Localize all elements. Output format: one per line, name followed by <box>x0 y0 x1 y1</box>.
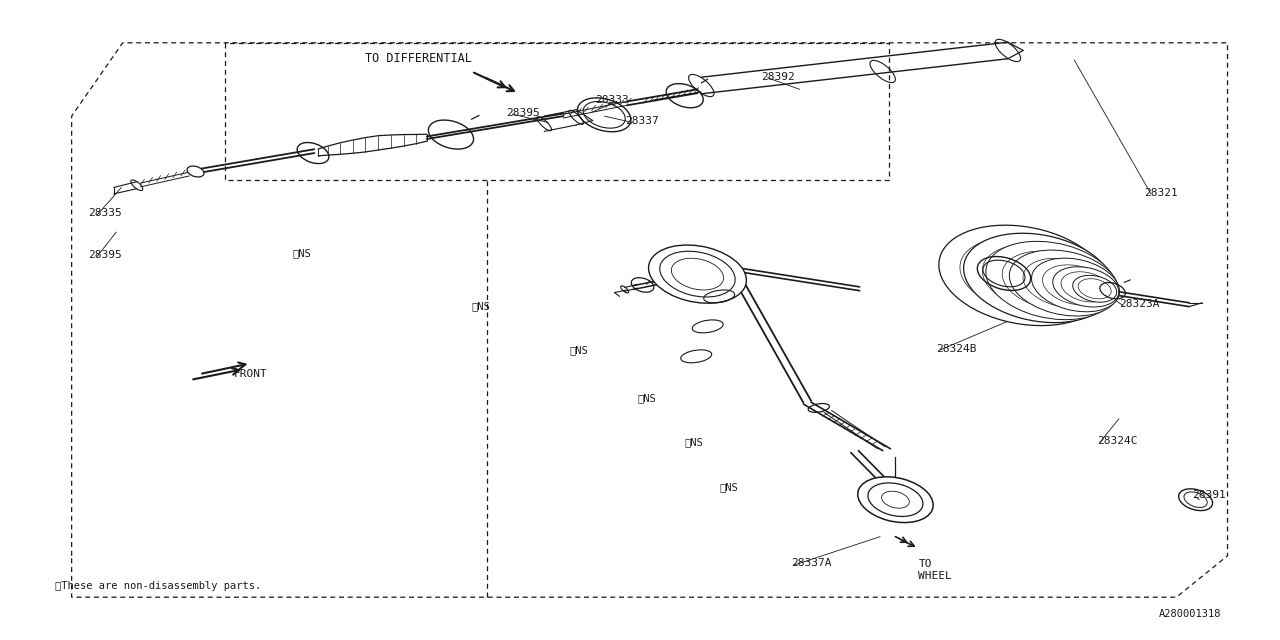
Text: ※NS: ※NS <box>685 437 704 447</box>
Text: 28395: 28395 <box>88 250 122 260</box>
Text: 28333: 28333 <box>595 95 628 105</box>
Text: ※These are non-disassembly parts.: ※These are non-disassembly parts. <box>55 581 261 591</box>
Text: ※NS: ※NS <box>293 248 311 258</box>
Text: 28391: 28391 <box>1192 490 1225 500</box>
Ellipse shape <box>858 477 933 523</box>
Ellipse shape <box>1032 258 1120 312</box>
Ellipse shape <box>986 241 1116 319</box>
Text: 28324C: 28324C <box>1097 436 1138 446</box>
Text: 28321: 28321 <box>1144 188 1179 198</box>
Text: ※NS: ※NS <box>471 301 490 311</box>
Ellipse shape <box>187 166 204 177</box>
Ellipse shape <box>1052 267 1119 307</box>
Text: FRONT: FRONT <box>234 369 268 379</box>
Text: 28337: 28337 <box>625 116 658 126</box>
Text: ※NS: ※NS <box>637 393 657 403</box>
Text: 28337A: 28337A <box>791 559 831 568</box>
Ellipse shape <box>1073 275 1116 302</box>
Ellipse shape <box>1010 250 1119 316</box>
Text: ※NS: ※NS <box>719 482 739 492</box>
Text: ※NS: ※NS <box>570 346 589 356</box>
Text: 28395: 28395 <box>506 108 540 118</box>
Text: TO
WHEEL: TO WHEEL <box>919 559 952 580</box>
Text: 28335: 28335 <box>88 208 122 218</box>
Ellipse shape <box>649 245 746 303</box>
Text: 28324B: 28324B <box>936 344 977 354</box>
Text: 28392: 28392 <box>762 72 795 81</box>
Text: A280001318: A280001318 <box>1158 609 1221 620</box>
Ellipse shape <box>938 225 1107 326</box>
Ellipse shape <box>964 233 1114 323</box>
Text: TO DIFFERENTIAL: TO DIFFERENTIAL <box>365 52 472 65</box>
Text: 28323A: 28323A <box>1119 299 1160 309</box>
